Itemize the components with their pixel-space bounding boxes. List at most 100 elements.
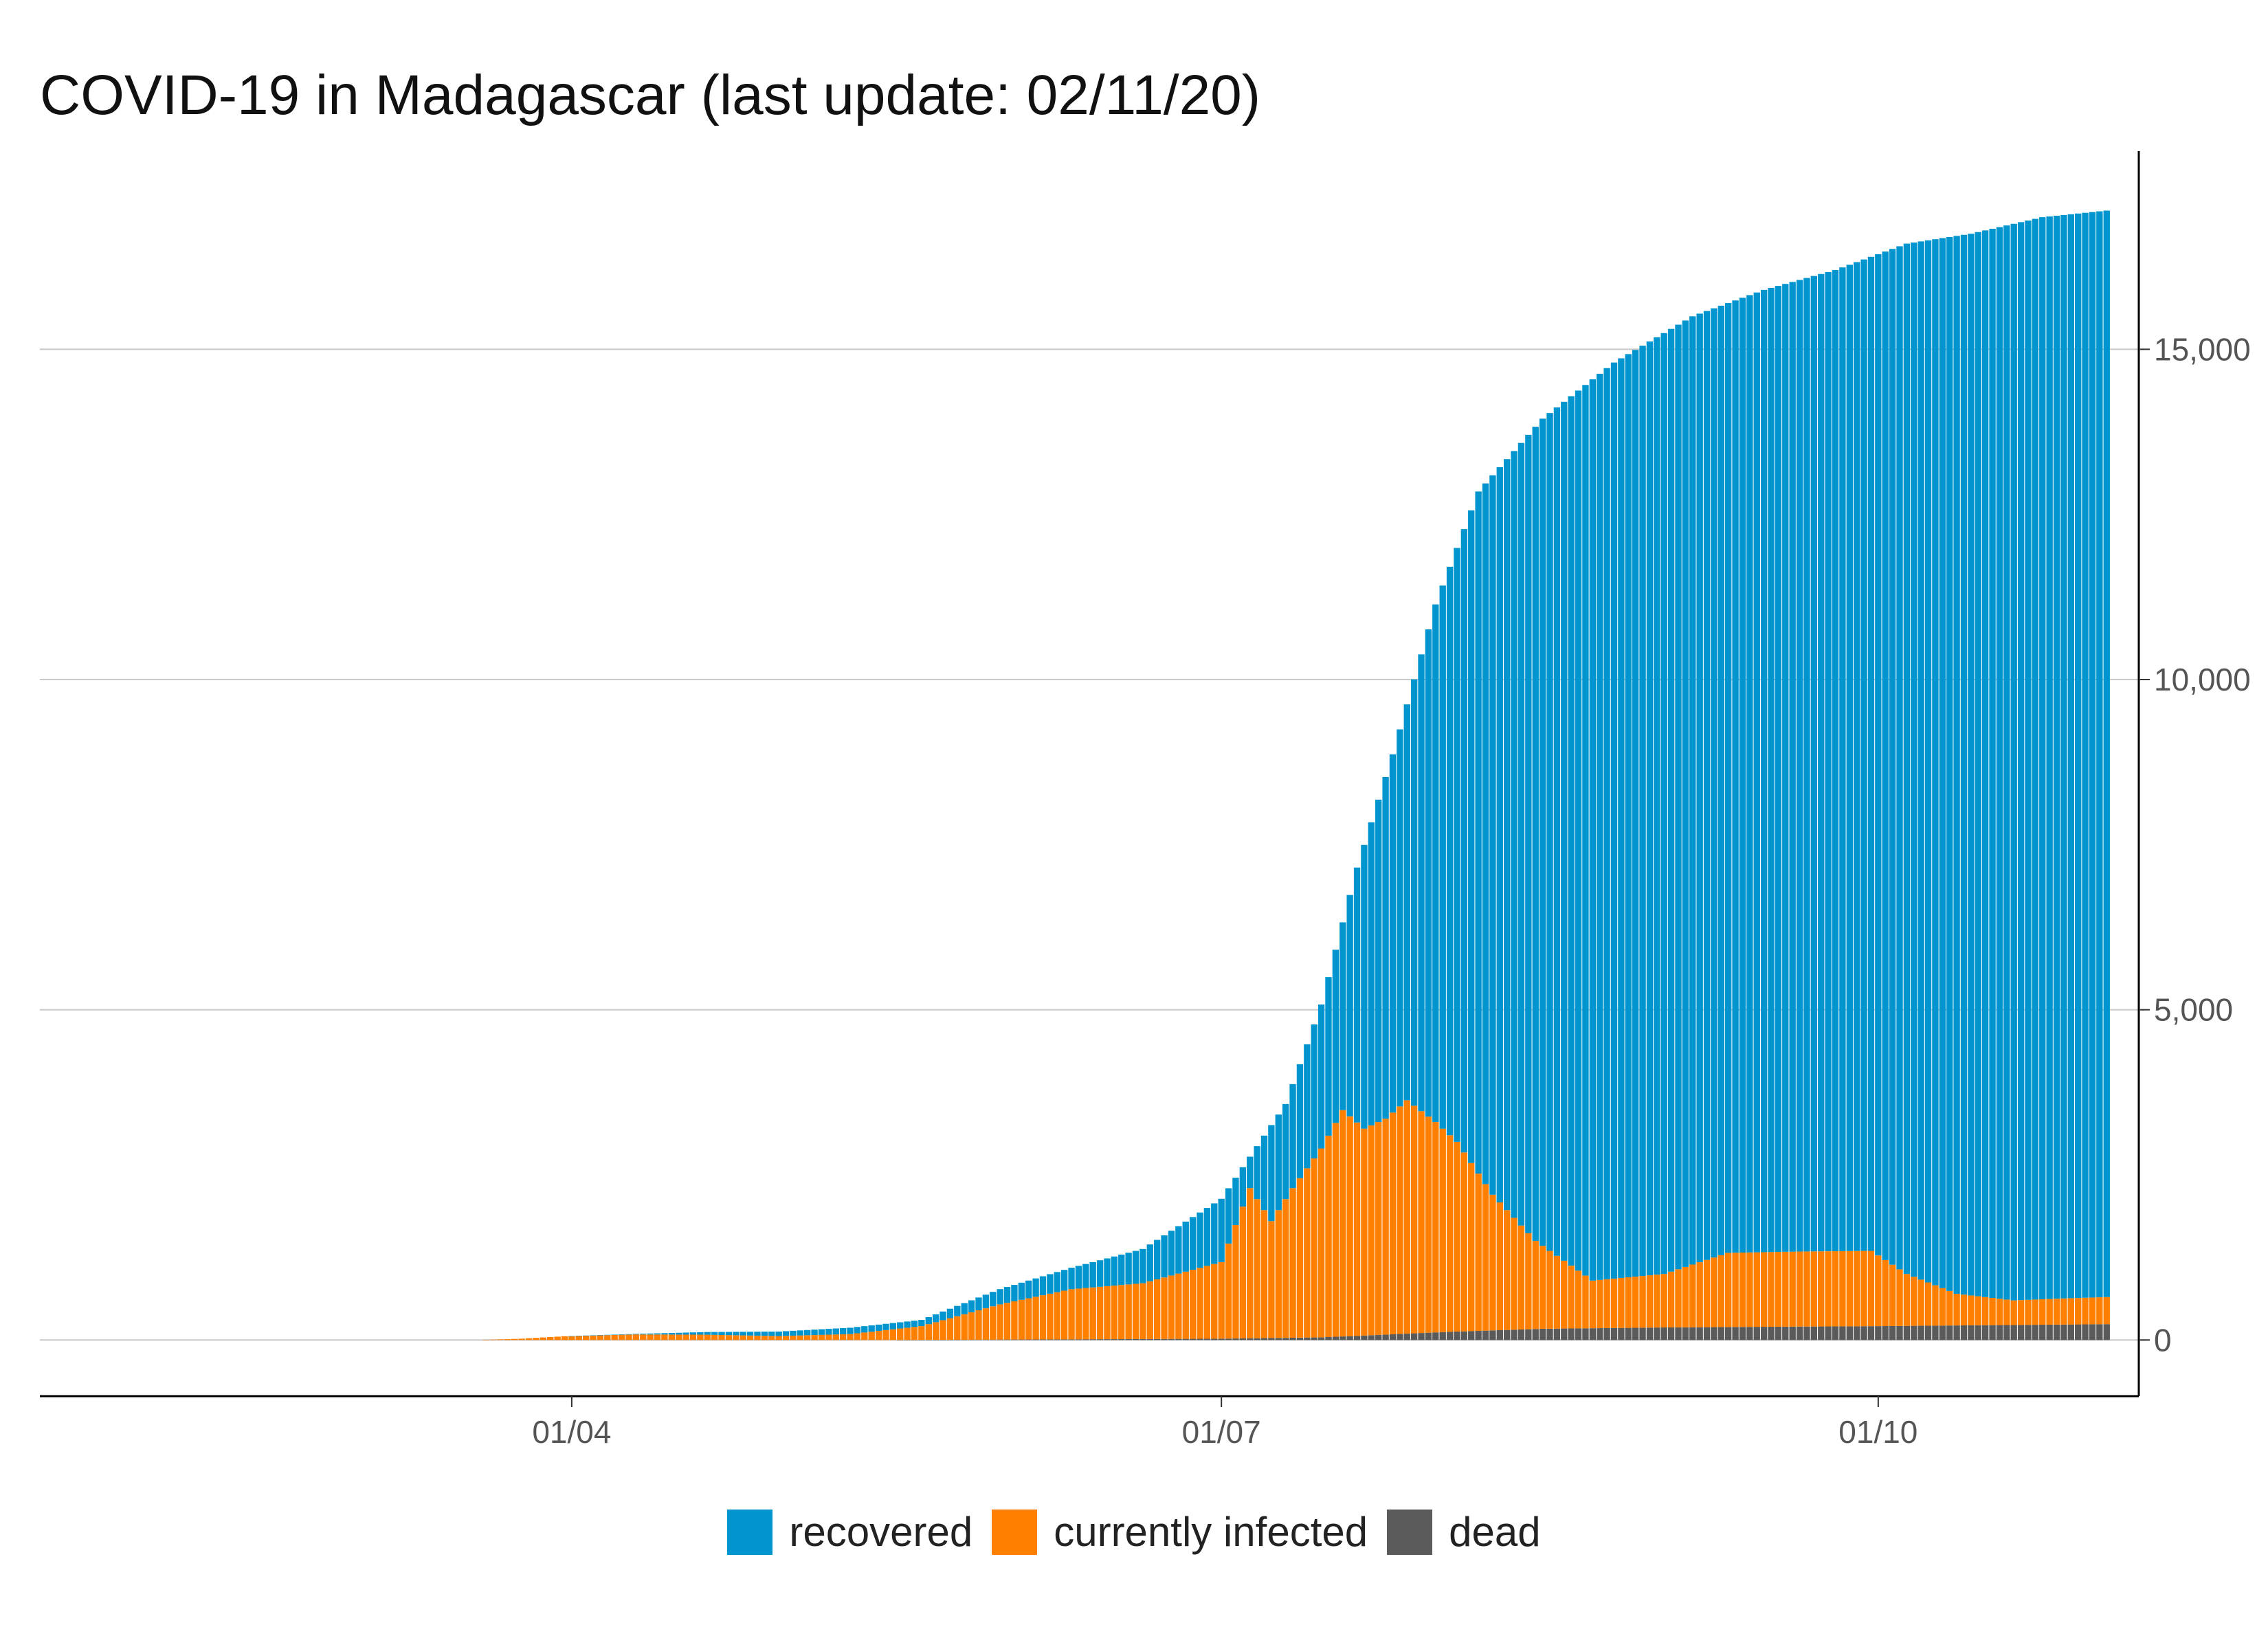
- bar-currently-infected-184: [1382, 1119, 1389, 1335]
- bar-currently-infected-276: [2039, 1299, 2046, 1325]
- bar-dead-172: [1296, 1337, 1304, 1340]
- bar-recovered-102: [797, 1330, 803, 1336]
- chart-title: COVID-19 in Madagascar (last update: 02/…: [40, 64, 1261, 126]
- bar-dead-228: [1696, 1327, 1703, 1340]
- bar-recovered-172: [1296, 1064, 1304, 1178]
- bar-currently-infected-254: [1882, 1259, 1889, 1327]
- bar-recovered-228: [1696, 313, 1703, 1263]
- bar-recovered-254: [1882, 251, 1889, 1260]
- bar-recovered-92: [725, 1332, 733, 1336]
- bar-currently-infected-164: [1239, 1207, 1247, 1338]
- bar-currently-infected-111: [861, 1332, 868, 1340]
- bar-currently-infected-116: [897, 1328, 904, 1340]
- bar-currently-infected-273: [2017, 1300, 2025, 1325]
- bar-dead-248: [1839, 1326, 1846, 1340]
- bar-recovered-186: [1397, 729, 1403, 1107]
- bar-currently-infected-260: [1924, 1282, 1932, 1326]
- bar-currently-infected-178: [1339, 1110, 1346, 1337]
- bar-currently-infected-77: [618, 1334, 625, 1340]
- bar-recovered-121: [932, 1314, 940, 1323]
- bar-recovered-116: [897, 1322, 904, 1329]
- bar-dead-230: [1711, 1327, 1717, 1340]
- bar-recovered-249: [1846, 265, 1853, 1251]
- bar-dead-241: [1789, 1326, 1796, 1340]
- bar-recovered-263: [1946, 236, 1953, 1291]
- bar-recovered-205: [1532, 427, 1539, 1242]
- bar-dead-213: [1589, 1328, 1597, 1340]
- bar-recovered-170: [1282, 1103, 1289, 1200]
- bar-currently-infected-84: [668, 1334, 675, 1340]
- bar-dead-270: [1996, 1325, 2003, 1340]
- bar-dead-257: [1903, 1325, 1911, 1340]
- bar-currently-infected-266: [1968, 1295, 1975, 1325]
- bar-currently-infected-115: [889, 1329, 897, 1340]
- bar-currently-infected-230: [1711, 1257, 1717, 1327]
- bar-recovered-240: [1782, 284, 1789, 1252]
- bar-currently-infected-106: [825, 1334, 832, 1340]
- bar-currently-infected-122: [940, 1320, 946, 1340]
- bar-currently-infected-101: [790, 1335, 797, 1340]
- bar-recovered-194: [1454, 548, 1460, 1142]
- bar-currently-infected-213: [1589, 1280, 1597, 1329]
- bar-recovered-257: [1903, 243, 1911, 1275]
- bar-recovered-91: [718, 1332, 725, 1335]
- bar-currently-infected-79: [632, 1334, 640, 1340]
- bar-recovered-150: [1139, 1248, 1146, 1283]
- bar-currently-infected-229: [1703, 1259, 1711, 1327]
- bar-recovered-152: [1154, 1239, 1161, 1280]
- bar-recovered-253: [1875, 254, 1882, 1256]
- bar-dead-222: [1654, 1327, 1660, 1340]
- bar-recovered-97: [761, 1332, 768, 1336]
- bar-currently-infected-156: [1182, 1271, 1189, 1339]
- bar-dead-150: [1139, 1338, 1146, 1340]
- bar-recovered-215: [1603, 368, 1610, 1279]
- bar-dead-271: [2003, 1325, 2010, 1340]
- bar-recovered-258: [1911, 242, 1917, 1277]
- bar-currently-infected-93: [733, 1335, 740, 1340]
- bar-currently-infected-100: [782, 1336, 790, 1340]
- bar-currently-infected-165: [1247, 1188, 1254, 1338]
- bar-currently-infected-88: [697, 1334, 704, 1340]
- bar-currently-infected-264: [1953, 1294, 1960, 1326]
- bar-currently-infected-269: [1989, 1298, 1996, 1325]
- bar-dead-204: [1525, 1329, 1532, 1340]
- bar-currently-infected-211: [1575, 1270, 1582, 1329]
- bar-dead-137: [1047, 1339, 1054, 1340]
- bar-recovered-256: [1896, 246, 1903, 1270]
- bar-recovered-100: [782, 1331, 790, 1336]
- bar-currently-infected-136: [1039, 1295, 1047, 1340]
- bar-recovered-285: [2103, 210, 2110, 1297]
- bar-dead-184: [1382, 1334, 1389, 1340]
- bar-recovered-87: [689, 1332, 697, 1335]
- bar-recovered-155: [1175, 1226, 1182, 1274]
- bar-currently-infected-163: [1232, 1225, 1239, 1339]
- bar-recovered-140: [1068, 1268, 1075, 1290]
- bar-currently-infected-96: [754, 1335, 761, 1340]
- bar-recovered-278: [2053, 215, 2060, 1299]
- bar-currently-infected-176: [1325, 1135, 1332, 1337]
- bar-currently-infected-197: [1475, 1174, 1482, 1332]
- bar-recovered-207: [1546, 413, 1553, 1251]
- bar-dead-182: [1368, 1335, 1375, 1340]
- bar-recovered-107: [832, 1328, 839, 1335]
- bar-currently-infected-188: [1410, 1106, 1418, 1334]
- bar-currently-infected-134: [1025, 1298, 1032, 1340]
- bar-dead-249: [1846, 1326, 1853, 1340]
- bar-dead-202: [1511, 1330, 1517, 1340]
- bar-dead-159: [1203, 1338, 1211, 1340]
- bar-dead-139: [1060, 1339, 1068, 1340]
- bar-recovered-242: [1796, 280, 1803, 1252]
- bar-currently-infected-275: [2032, 1299, 2039, 1325]
- bar-currently-infected-135: [1032, 1297, 1039, 1340]
- bar-dead-175: [1318, 1337, 1325, 1340]
- bar-recovered-176: [1325, 977, 1332, 1136]
- bar-dead-149: [1132, 1338, 1139, 1340]
- y-tick-label-0: 0: [2154, 1322, 2172, 1358]
- bar-currently-infected-103: [804, 1335, 811, 1340]
- bar-recovered-122: [940, 1311, 946, 1321]
- bar-recovered-209: [1561, 401, 1568, 1261]
- bar-currently-infected-94: [740, 1335, 746, 1340]
- legend-swatch-currently-infected: [992, 1509, 1038, 1555]
- bar-recovered-181: [1361, 844, 1368, 1129]
- bar-recovered-182: [1368, 822, 1375, 1125]
